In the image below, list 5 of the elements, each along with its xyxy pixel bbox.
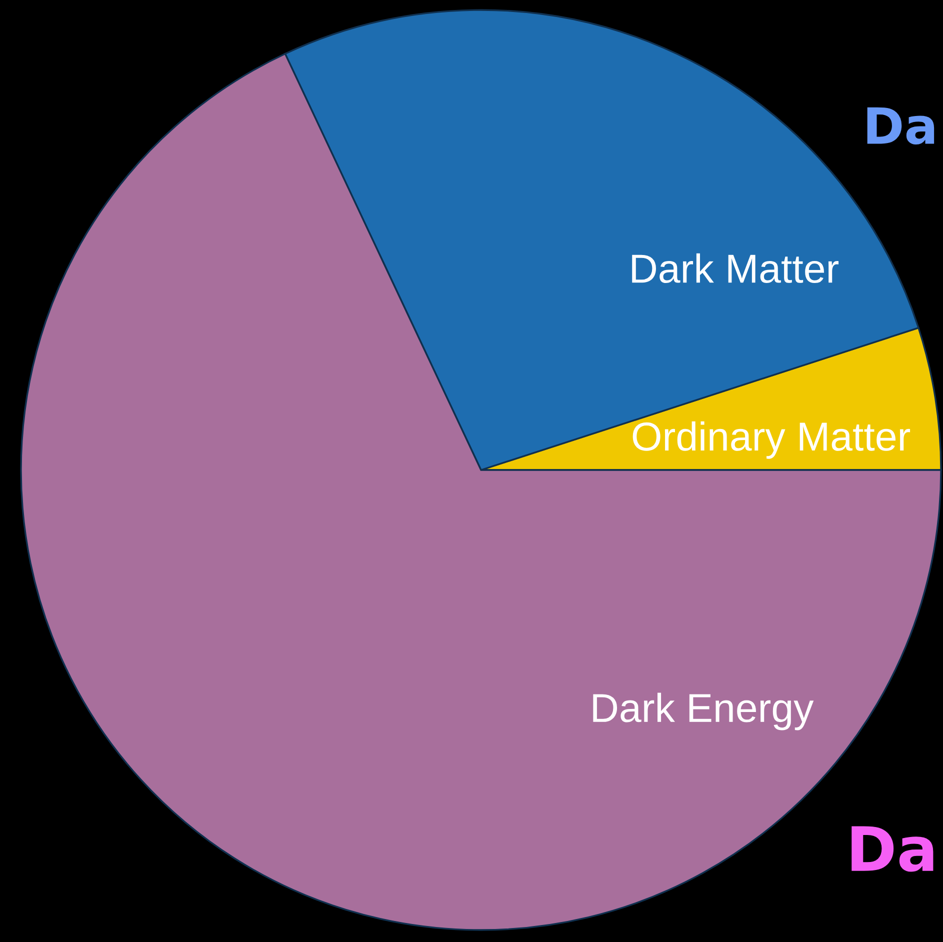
slice-label: Ordinary Matter	[632, 421, 910, 459]
slice-label: Dark Matter	[632, 253, 839, 284]
text: Da	[852, 826, 934, 872]
text: Da	[867, 107, 934, 145]
slice-label: Dark Energy	[593, 692, 814, 730]
